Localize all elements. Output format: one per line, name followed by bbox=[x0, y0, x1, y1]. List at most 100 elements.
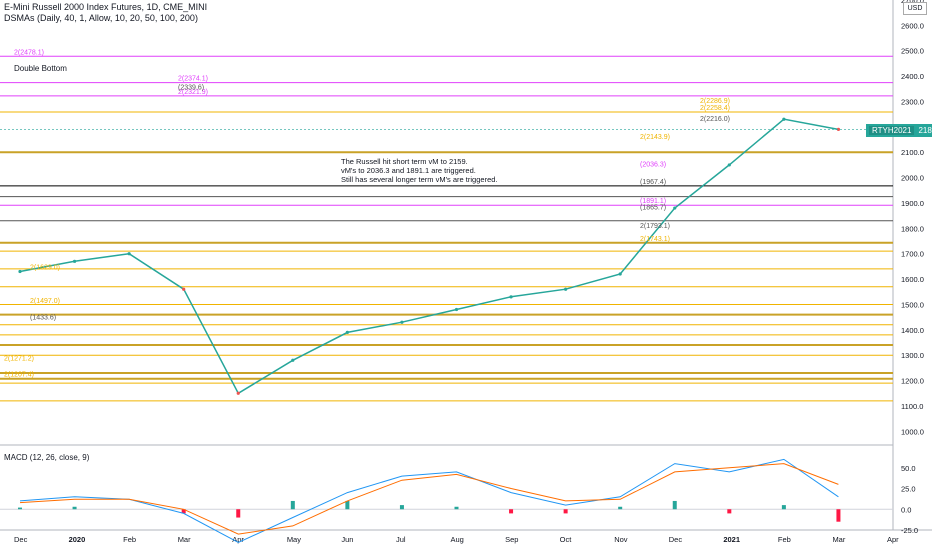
price-point bbox=[345, 330, 349, 334]
last-price-symbol: RTYH2021 bbox=[869, 126, 915, 135]
macd-histogram-bar bbox=[181, 509, 186, 514]
level-label: 2(2258.4) bbox=[700, 105, 730, 112]
time-tick-label: Dec bbox=[14, 535, 28, 544]
macd-histogram-bar bbox=[345, 500, 350, 510]
macd-histogram-bar bbox=[509, 509, 514, 514]
price-point bbox=[727, 163, 731, 167]
level-label: 2(2478.1) bbox=[14, 49, 44, 56]
time-tick-label: 2020 bbox=[69, 535, 86, 544]
price-point bbox=[564, 287, 568, 291]
price-tick-label: 2100.0 bbox=[901, 148, 924, 157]
level-label: 2(2216.0) bbox=[700, 116, 730, 123]
price-tick-label: 2400.0 bbox=[901, 72, 924, 81]
time-tick-label: Feb bbox=[123, 535, 136, 544]
macd-tick-label: 25.0 bbox=[901, 485, 916, 494]
chart-title: E-Mini Russell 2000 Index Futures, 1D, C… bbox=[4, 2, 208, 12]
level-label: 2(2374.1) bbox=[178, 76, 208, 83]
macd-tick-label: 50.0 bbox=[901, 464, 916, 473]
price-tick-label: 1100.0 bbox=[901, 402, 923, 411]
time-tick-label: Apr bbox=[887, 535, 899, 544]
note-line-3: Still has several longer term vM's are t… bbox=[341, 175, 498, 184]
note-line-2: vM's to 2036.3 and 1891.1 are triggered. bbox=[341, 166, 476, 175]
price-point bbox=[618, 272, 622, 276]
level-label: (1967.4) bbox=[640, 179, 666, 186]
macd-histogram-bar bbox=[18, 507, 22, 510]
price-point bbox=[236, 391, 240, 395]
price-point bbox=[454, 307, 459, 312]
time-tick-label: Oct bbox=[560, 535, 573, 544]
level-label: (1433.6) bbox=[30, 314, 56, 321]
price-tick-label: 1700.0 bbox=[901, 250, 924, 259]
level-label: 2(1271.2) bbox=[4, 356, 34, 363]
macd-histogram-bar bbox=[290, 500, 295, 510]
currency-button[interactable]: USD bbox=[903, 2, 927, 15]
level-label: (1865.7) bbox=[640, 205, 666, 212]
price-tick-label: 1800.0 bbox=[901, 224, 924, 233]
level-label: (1891.1) bbox=[640, 198, 666, 205]
price-tick-label: 1600.0 bbox=[901, 275, 924, 284]
macd-histogram-bar bbox=[836, 509, 841, 522]
level-label: 2(2321.9) bbox=[178, 89, 208, 96]
price-tick-label: 1400.0 bbox=[901, 326, 924, 335]
level-label: 2(2286.9) bbox=[700, 98, 730, 105]
price-point bbox=[127, 252, 131, 256]
time-tick-label: Feb bbox=[778, 535, 791, 544]
price-tick-label: 1300.0 bbox=[901, 351, 924, 360]
price-tick-label: 1900.0 bbox=[901, 199, 924, 208]
price-line bbox=[19, 118, 839, 395]
price-point bbox=[836, 127, 841, 131]
macd-histogram-bar bbox=[399, 505, 404, 510]
time-tick-label: May bbox=[287, 535, 301, 544]
chart-header: E-Mini Russell 2000 Index Futures, 1D, C… bbox=[4, 2, 207, 24]
note-line-1: The Russell hit short term vM to 2159. bbox=[341, 157, 468, 166]
macd-histogram-bar bbox=[618, 506, 623, 510]
macd-histogram-bar bbox=[454, 506, 459, 510]
macd-tick-label: 0.0 bbox=[901, 505, 911, 514]
macd-line bbox=[19, 458, 839, 544]
level-label: 2(1743.1) bbox=[640, 236, 670, 243]
macd-histogram-bar bbox=[236, 509, 241, 518]
indicator-legend: DSMAs (Daily, 40, 1, Allow, 10, 20, 50, … bbox=[4, 13, 198, 23]
time-tick-label: Mar bbox=[178, 535, 191, 544]
level-label: 2(1497.0) bbox=[30, 298, 60, 305]
level-label: (2036.3) bbox=[640, 161, 666, 168]
last-price-value: 2189.7 bbox=[918, 126, 932, 135]
price-point bbox=[182, 287, 186, 291]
macd-histogram-bar bbox=[781, 505, 786, 510]
time-tick-label: Dec bbox=[669, 535, 683, 544]
price-tick-label: 1000.0 bbox=[901, 427, 924, 436]
price-point bbox=[400, 320, 404, 324]
time-tick-label: Nov bbox=[614, 535, 628, 544]
price-tick-label: 2600.0 bbox=[901, 21, 924, 30]
price-point bbox=[18, 269, 22, 274]
price-tick-label: 2000.0 bbox=[901, 174, 924, 183]
level-label: 2(1793.1) bbox=[640, 223, 670, 230]
time-tick-label: Mar bbox=[832, 535, 845, 544]
macd-title: MACD (12, 26, close, 9) bbox=[4, 453, 90, 462]
price-tick-label: 1500.0 bbox=[901, 300, 924, 309]
price-point bbox=[782, 117, 786, 121]
price-point bbox=[72, 259, 77, 263]
level-label: 2(1629.0) bbox=[30, 265, 60, 272]
macd-histogram-bar bbox=[72, 506, 77, 510]
signal-line bbox=[19, 463, 839, 535]
macd-histogram-bar bbox=[727, 509, 732, 514]
macd-histogram-bar bbox=[563, 509, 568, 514]
time-tick-label: Apr bbox=[232, 535, 244, 544]
time-tick-label: Aug bbox=[451, 535, 464, 544]
macd-tick-label: -25.0 bbox=[901, 526, 918, 535]
price-point bbox=[673, 206, 677, 210]
macd-histogram-bar bbox=[672, 500, 677, 510]
price-tick-label: 1200.0 bbox=[901, 377, 924, 386]
level-label: (2339.6) bbox=[178, 84, 204, 91]
time-tick-label: Sep bbox=[505, 535, 518, 544]
level-label: 2(2143.9) bbox=[640, 134, 670, 141]
time-tick-label: Jun bbox=[341, 535, 353, 544]
price-tick-label: 2300.0 bbox=[901, 97, 924, 106]
price-point bbox=[291, 358, 295, 362]
last-price-tag: RTYH20212189.7 bbox=[866, 124, 932, 137]
double-bottom-label: Double Bottom bbox=[14, 64, 67, 73]
price-tick-label: 2500.0 bbox=[901, 47, 924, 56]
price-point bbox=[509, 295, 513, 299]
